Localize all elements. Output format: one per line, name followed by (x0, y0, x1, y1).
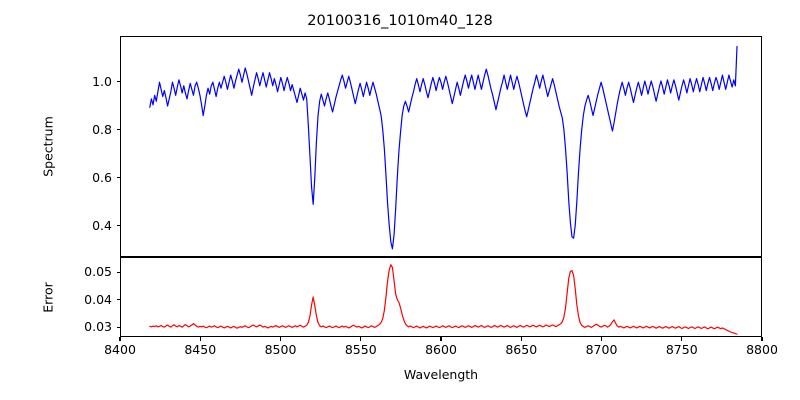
x-tick-mark (360, 337, 362, 341)
error-plot-area (120, 257, 762, 337)
x-tick-label: 8750 (665, 342, 698, 357)
spectrum-trace (149, 45, 738, 250)
y-axis-label-spectrum: Spectrum (40, 116, 56, 177)
x-tick-label: 8650 (505, 342, 538, 357)
y-tick-label: 0.03 (84, 319, 112, 335)
x-tick-mark (119, 337, 121, 341)
y-tick-label: 0.04 (84, 291, 112, 307)
x-tick-mark (520, 337, 522, 341)
spectrum-line-series (149, 45, 738, 250)
y-tick-mark (116, 81, 120, 83)
spectrum-plot-area (120, 36, 762, 257)
x-tick-label: 8500 (264, 342, 297, 357)
chart-title: 20100316_1010m40_128 (307, 13, 493, 29)
y-tick-mark (116, 326, 120, 328)
x-tick-mark (761, 337, 763, 341)
x-tick-mark (199, 337, 201, 341)
y-tick-mark (116, 271, 120, 273)
x-axis-label: Wavelength (403, 367, 479, 382)
y-tick-label: 0.6 (92, 169, 112, 185)
y-tick-mark (116, 177, 120, 179)
x-tick-mark (600, 337, 603, 341)
x-tick-label: 8800 (746, 342, 778, 357)
x-tick-mark (440, 337, 442, 341)
x-tick-label: 8550 (344, 342, 377, 357)
y-tick-label: 1.0 (92, 73, 112, 89)
x-tick-label: 8600 (425, 342, 457, 357)
y-tick-mark (116, 299, 120, 301)
x-tick-mark (681, 337, 683, 341)
x-tick-label: 8450 (184, 342, 217, 357)
x-tick-label: 8700 (585, 342, 618, 357)
y-tick-label: 0.05 (84, 264, 112, 280)
error-trace (149, 264, 738, 335)
x-tick-mark (279, 337, 282, 341)
y-tick-mark (116, 225, 120, 227)
x-tick-label: 8400 (104, 342, 136, 357)
y-tick-label: 0.4 (92, 217, 112, 233)
y-tick-label: 0.8 (92, 121, 112, 137)
error-line-series (149, 264, 738, 335)
y-tick-mark (116, 129, 120, 131)
